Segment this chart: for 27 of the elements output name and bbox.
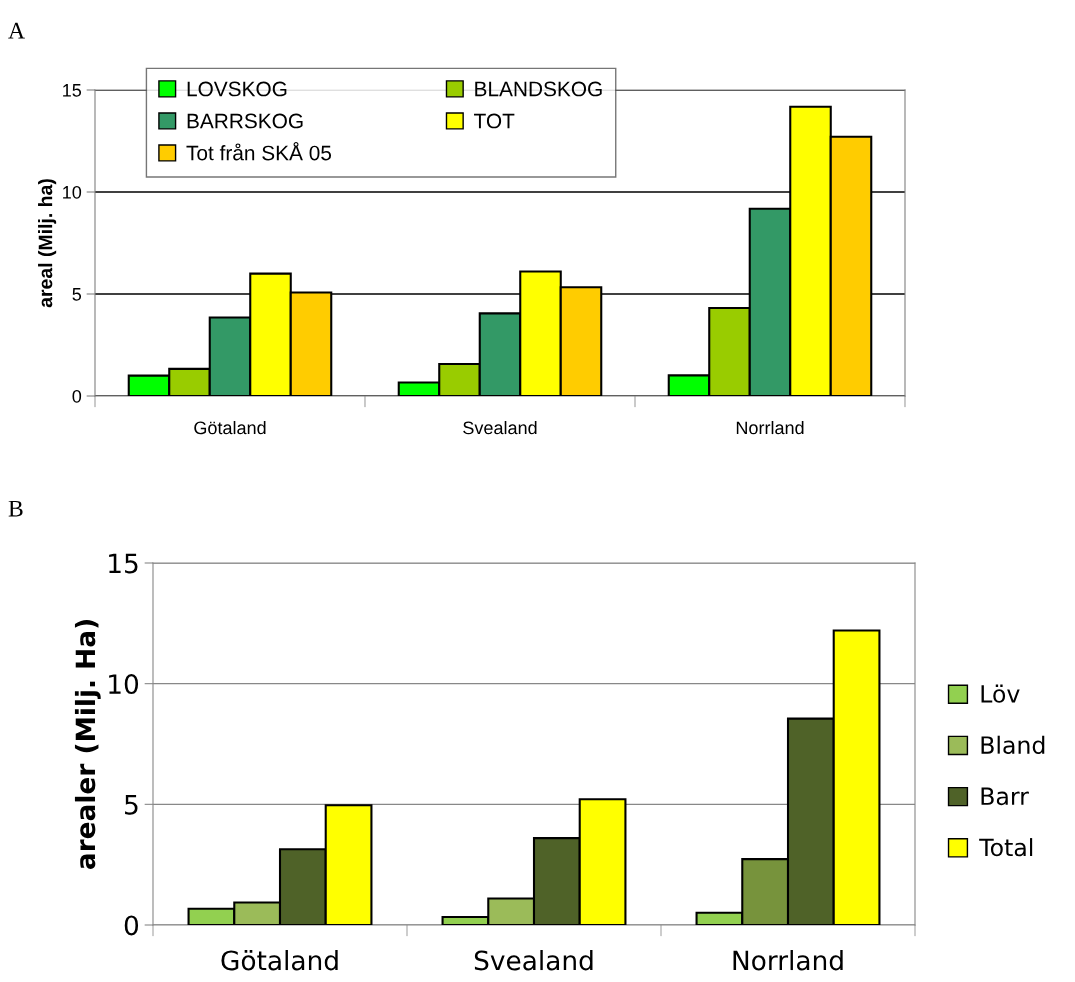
y-tick-label: 0 <box>72 389 82 403</box>
y-tick-label: 15 <box>109 553 138 574</box>
legend-label: Bland <box>981 735 1045 754</box>
legend-label: Total <box>979 838 1033 857</box>
text: A <box>8 22 25 39</box>
y-tick-label: 15 <box>63 84 82 97</box>
legend-label: TOT <box>474 113 515 129</box>
y-tick-label: 5 <box>72 288 82 301</box>
x-tick-label: Norrland <box>733 950 843 971</box>
x-tick-label: Götaland <box>221 950 338 971</box>
legend-label: Barr <box>981 787 1029 806</box>
y-tick-label: 10 <box>63 185 82 199</box>
y-tick-label: 5 <box>125 795 138 815</box>
y-axis-title: areal (Milj. ha) <box>38 179 57 308</box>
text: B <box>8 500 23 517</box>
y-axis-title: arealer (Milj. Ha) <box>74 620 101 870</box>
legend-label: Tot från SKÅ 05 <box>186 141 332 161</box>
legend-label: LOVSKOG <box>187 81 287 97</box>
y-tick-label: 10 <box>109 674 139 695</box>
x-tick-label: Norrland <box>736 421 804 435</box>
legend-label: BARRSKOG <box>187 113 303 129</box>
x-tick-label: Svealand <box>463 421 537 435</box>
legend-label: BLANDSKOG <box>475 81 602 97</box>
legend-label: Löv <box>981 684 1020 703</box>
x-tick-label: Svealand <box>474 950 593 971</box>
x-tick-label: Götaland <box>194 421 266 435</box>
y-tick-label: 0 <box>124 915 139 936</box>
